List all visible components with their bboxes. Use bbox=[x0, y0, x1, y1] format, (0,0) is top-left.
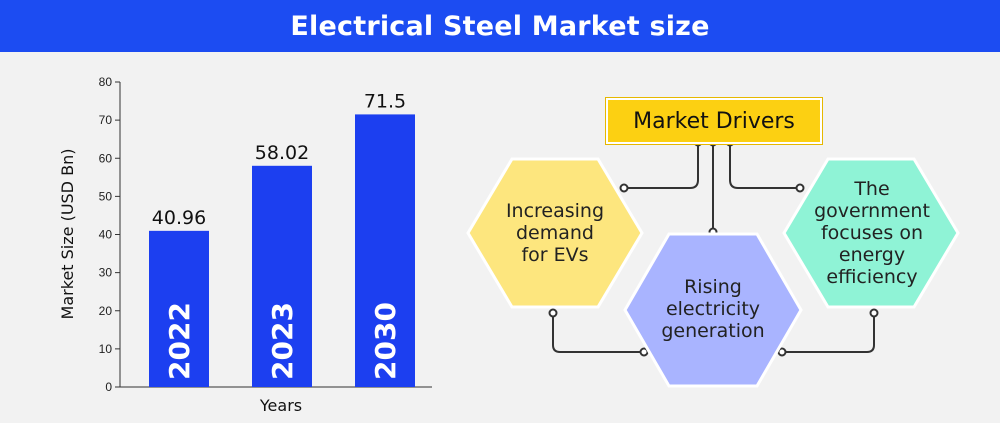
dot bbox=[548, 308, 558, 318]
y-tick-label: 40 bbox=[99, 228, 113, 242]
dot bbox=[869, 308, 879, 318]
title-banner: Electrical Steel Market size bbox=[0, 0, 1000, 52]
bar-2030 bbox=[355, 114, 415, 387]
connector-evs-bottom bbox=[552, 313, 644, 353]
connector-evs bbox=[624, 142, 699, 189]
bar-chart: Market Size (USD Bn) Years 0102030405060… bbox=[58, 75, 432, 415]
driver-evs-text: Increasing demand for EVs bbox=[505, 200, 605, 266]
hexagon-government bbox=[782, 157, 960, 309]
dot bbox=[795, 183, 805, 193]
market-drivers-title: Market Drivers bbox=[633, 108, 795, 134]
hexagon-evs bbox=[466, 157, 644, 309]
connectors bbox=[552, 142, 875, 353]
dot bbox=[619, 183, 629, 193]
category-label-2030: 2030 bbox=[369, 302, 402, 380]
data-label-2022: 40.96 bbox=[152, 207, 206, 229]
y-tick-label: 30 bbox=[99, 266, 113, 280]
y-tick-label: 0 bbox=[105, 380, 112, 394]
driver-electricity-text: Rising electricity generation bbox=[661, 276, 765, 342]
driver-government-text: The government focuses on energy efficiency bbox=[814, 178, 930, 288]
y-tick-label: 50 bbox=[99, 189, 113, 203]
hexagon-electricity bbox=[623, 232, 803, 388]
data-label-2030: 71.5 bbox=[364, 90, 406, 112]
market-drivers-box: Market Drivers bbox=[606, 98, 822, 144]
dot bbox=[639, 347, 649, 357]
y-tick-label: 60 bbox=[99, 151, 113, 165]
x-axis-label: Years bbox=[259, 396, 302, 415]
y-tick-label: 70 bbox=[99, 113, 113, 127]
y-tick-label: 10 bbox=[99, 342, 113, 356]
bar-2023 bbox=[252, 165, 312, 387]
y-tick-label: 20 bbox=[99, 304, 113, 318]
data-label-2023: 58.02 bbox=[255, 142, 309, 164]
page-title: Electrical Steel Market size bbox=[290, 10, 710, 42]
y-axis-label: Market Size (USD Bn) bbox=[58, 149, 77, 320]
connector-government bbox=[729, 142, 800, 189]
bar-2022 bbox=[149, 230, 209, 387]
y-tick-label: 80 bbox=[99, 75, 113, 89]
connector-government-bottom bbox=[782, 313, 875, 353]
category-label-2022: 2022 bbox=[163, 302, 196, 380]
dot bbox=[777, 347, 787, 357]
category-label-2023: 2023 bbox=[266, 302, 299, 380]
